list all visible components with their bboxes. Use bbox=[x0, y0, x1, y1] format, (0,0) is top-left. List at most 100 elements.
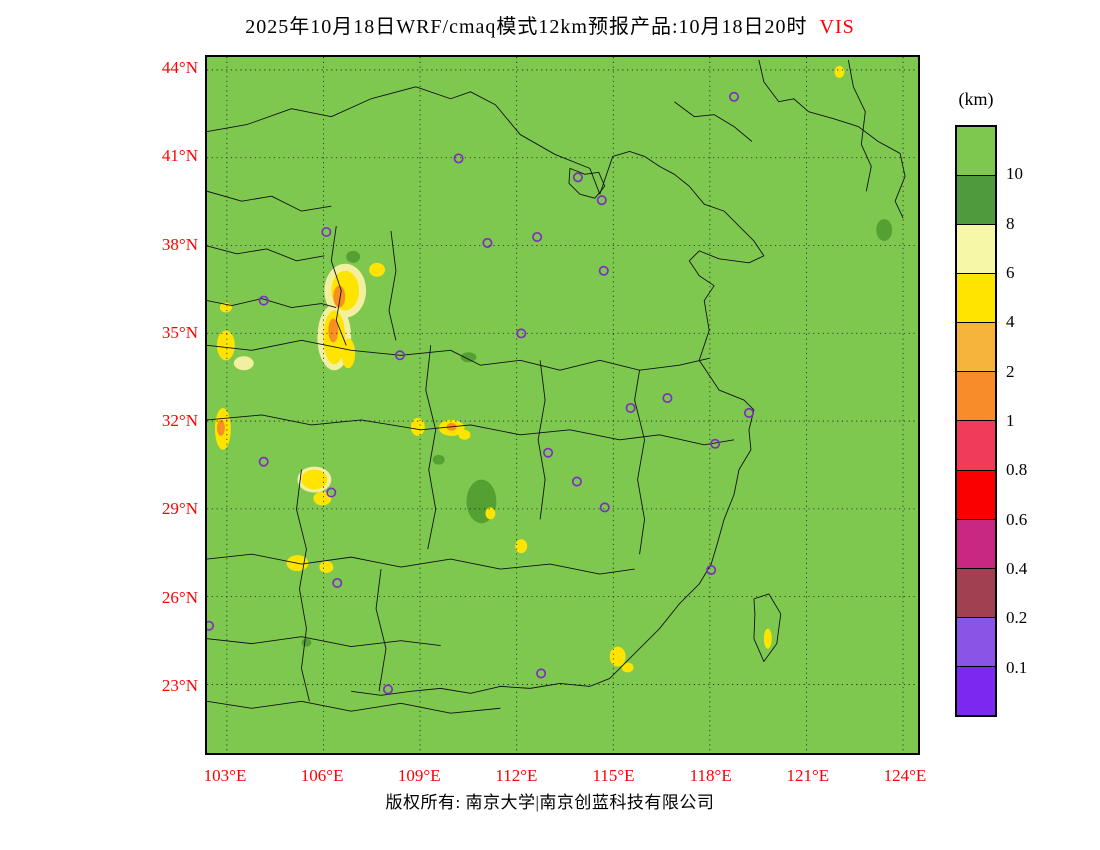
low-visibility-patch bbox=[301, 638, 312, 647]
city-marker bbox=[543, 447, 554, 458]
legend-color-segment-10 bbox=[957, 617, 995, 667]
legend-label: 0.1 bbox=[1006, 657, 1028, 677]
copyright-footer: 版权所有: 南京大学|南京创蓝科技有限公司 bbox=[385, 793, 715, 812]
lon-label: 103°E bbox=[203, 766, 247, 785]
legend-color-segment-7 bbox=[957, 470, 995, 520]
city-marker bbox=[382, 684, 394, 695]
map-svg bbox=[207, 57, 918, 753]
city-marker bbox=[571, 476, 582, 487]
boundary-south-3 bbox=[207, 700, 501, 714]
boundary-shanxi-west bbox=[330, 225, 347, 346]
legend-color-segment-11 bbox=[957, 666, 995, 715]
boundary-southwest-1 bbox=[296, 469, 310, 702]
lat-label: 26°N bbox=[161, 587, 198, 607]
legend-label: 6 bbox=[1006, 263, 1015, 282]
lon-label: 124°E bbox=[883, 766, 927, 785]
low-visibility-patch bbox=[333, 285, 346, 308]
legend-label: 0.8 bbox=[1006, 460, 1028, 480]
city-marker bbox=[599, 502, 610, 513]
city-marker bbox=[572, 172, 583, 183]
low-visibility-patch bbox=[458, 429, 471, 440]
low-visibility-patch bbox=[460, 352, 477, 363]
low-visibility-patch bbox=[301, 469, 328, 490]
legend-label: 10 bbox=[1006, 164, 1023, 184]
legend-color-segment-6 bbox=[957, 421, 995, 471]
legend-label: 0.4 bbox=[1006, 559, 1028, 578]
city-marker bbox=[258, 295, 269, 306]
boundary-beijing bbox=[568, 167, 606, 199]
boundary-taiwan bbox=[753, 593, 782, 662]
lat-label: 38°N bbox=[161, 234, 198, 254]
boundary-right-vertical bbox=[847, 59, 872, 192]
city-marker bbox=[625, 402, 636, 414]
legend-label: 8 bbox=[1006, 213, 1015, 233]
city-marker bbox=[662, 393, 673, 404]
city-marker bbox=[596, 195, 607, 206]
city-marker bbox=[710, 438, 721, 449]
low-visibility-patch bbox=[834, 65, 845, 78]
low-visibility-patches bbox=[214, 65, 893, 673]
lat-label: 29°N bbox=[161, 499, 198, 519]
low-visibility-patch bbox=[319, 561, 334, 574]
legend-colorbar bbox=[955, 125, 997, 717]
low-visibility-patch bbox=[410, 417, 425, 436]
legend-label: 1 bbox=[1006, 411, 1015, 430]
low-visibility-patch bbox=[876, 219, 893, 241]
boundary-north bbox=[207, 86, 601, 195]
low-visibility-patch bbox=[485, 507, 496, 520]
boundary-coastline bbox=[351, 225, 765, 696]
lon-label: 121°E bbox=[786, 766, 830, 785]
lon-label: 112°E bbox=[495, 766, 538, 785]
low-visibility-patch bbox=[233, 356, 254, 371]
city-marker bbox=[729, 91, 740, 102]
city-marker bbox=[598, 265, 609, 276]
low-visibility-patch bbox=[216, 419, 225, 436]
city-marker bbox=[453, 153, 464, 164]
legend-color-segment-9 bbox=[957, 568, 995, 618]
boundary-northwest-2 bbox=[207, 245, 325, 262]
legend-color-segment-8 bbox=[957, 519, 995, 569]
lat-label: 41°N bbox=[161, 146, 198, 166]
city-marker bbox=[536, 668, 547, 679]
boundary-northwest-1 bbox=[207, 190, 332, 212]
legend-label: 0.2 bbox=[1006, 608, 1028, 628]
lat-label: 23°N bbox=[161, 676, 198, 696]
city-marker bbox=[394, 350, 405, 361]
legend-label: 0.6 bbox=[1006, 509, 1028, 529]
city-marker bbox=[516, 328, 527, 339]
low-visibility-patch bbox=[346, 250, 361, 263]
legend-color-segment-4 bbox=[957, 323, 995, 373]
boundary-mid-2 bbox=[207, 414, 735, 446]
city-marker bbox=[743, 407, 754, 418]
boundary-vertical-1 bbox=[425, 345, 437, 550]
city-marker bbox=[321, 226, 332, 238]
low-visibility-patch bbox=[763, 628, 772, 649]
city-marker bbox=[207, 620, 215, 631]
legend-color-segment-1 bbox=[957, 176, 995, 226]
low-visibility-patch bbox=[328, 318, 339, 343]
boundary-vertical-2 bbox=[537, 360, 546, 520]
legend-unit-label: (km) bbox=[958, 89, 994, 109]
city-marker bbox=[482, 237, 493, 248]
boundary-south-1 bbox=[207, 553, 635, 575]
low-visibility-patch bbox=[432, 454, 445, 465]
boundary-gansu bbox=[207, 298, 337, 309]
boundary-vertical-3 bbox=[634, 370, 645, 555]
lat-label: 35°N bbox=[161, 322, 198, 342]
boundary-south-2 bbox=[207, 636, 441, 648]
boundary-bohai bbox=[599, 151, 740, 227]
city-marker bbox=[326, 487, 337, 498]
boundary-mid-1 bbox=[207, 339, 710, 371]
boundary-northeast bbox=[758, 59, 906, 219]
low-visibility-patch bbox=[369, 262, 385, 277]
city-marker bbox=[706, 565, 717, 576]
lon-label: 115°E bbox=[592, 766, 635, 785]
lon-label: 109°E bbox=[397, 766, 441, 785]
figure-title-main: 2025年10月18日WRF/cmaq模式12km预报产品:10月18日20时 bbox=[245, 16, 808, 38]
figure-title: 2025年10月18日WRF/cmaq模式12km预报产品:10月18日20时 V… bbox=[0, 10, 1100, 39]
low-visibility-patch bbox=[621, 662, 634, 673]
lat-label: 32°N bbox=[161, 411, 198, 431]
graticule-grid bbox=[207, 57, 918, 753]
map-area bbox=[205, 55, 920, 755]
lon-label: 118°E bbox=[689, 766, 732, 785]
